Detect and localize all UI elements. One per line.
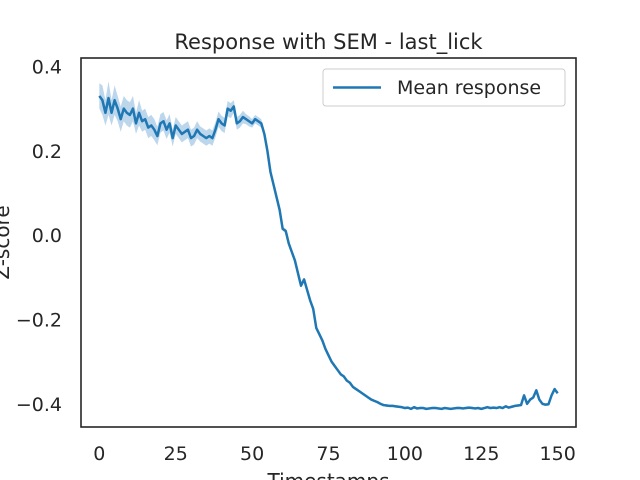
x-tick-label: 50	[240, 443, 264, 465]
y-tick-label: 0.0	[32, 225, 62, 247]
y-tick-label: 0.4	[32, 56, 62, 78]
legend-label: Mean response	[397, 77, 541, 99]
legend-box	[322, 68, 566, 107]
x-tick-labels: 0 25 50 75 100 125 150	[93, 443, 576, 465]
x-tick-label: 25	[164, 443, 188, 465]
x-tick-label: 100	[387, 443, 423, 465]
x-tick-label: 0	[93, 443, 105, 465]
chart-title: Response with SEM - last_lick	[174, 30, 483, 55]
x-tick-label: 75	[316, 443, 340, 465]
y-tick-labels: −0.4 −0.2 0.0 0.2 0.4	[16, 56, 62, 415]
mean-response-line	[98, 95, 559, 411]
y-tick-label: 0.2	[32, 141, 62, 163]
legend: Mean response	[322, 68, 566, 107]
y-axis-label: Z-score	[0, 205, 14, 279]
x-tick-label: 125	[463, 443, 499, 465]
x-tick-label: 150	[540, 443, 576, 465]
y-tick-label: −0.4	[16, 394, 62, 416]
y-tick-label: −0.2	[16, 309, 62, 331]
axes-frame	[80, 57, 577, 428]
x-axis-label: Timestamps	[266, 469, 389, 480]
sem-band	[99, 81, 558, 411]
plot-area	[98, 81, 559, 411]
